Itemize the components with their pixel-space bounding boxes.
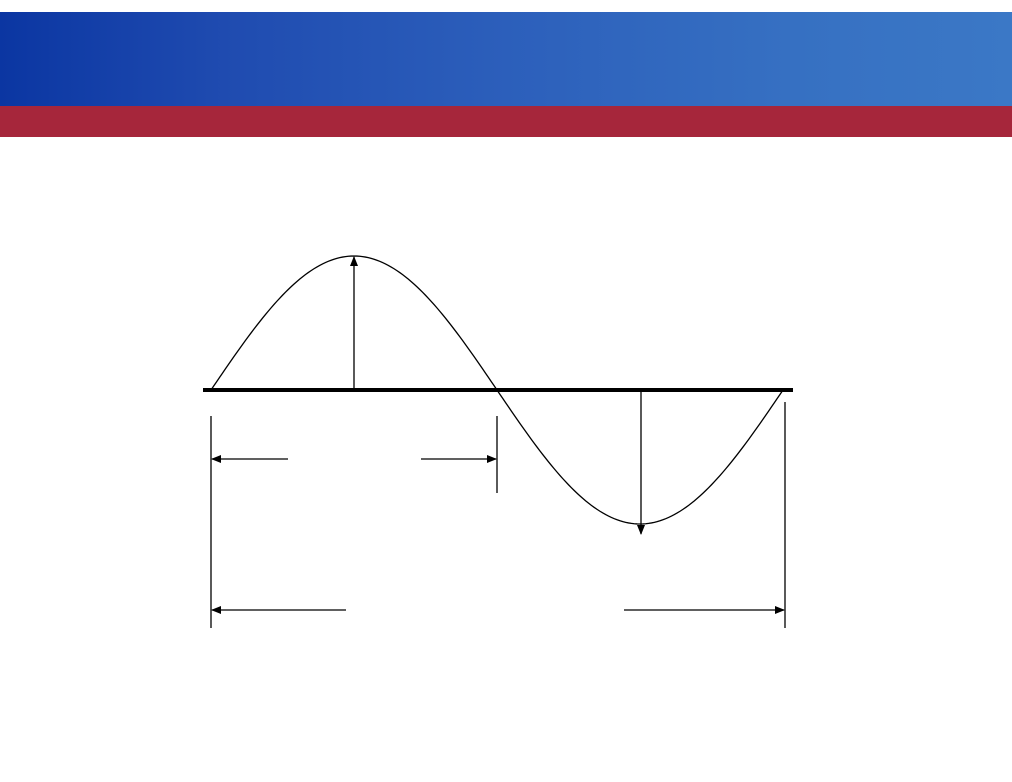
header-band (0, 12, 1012, 106)
accent-band (0, 106, 1012, 137)
